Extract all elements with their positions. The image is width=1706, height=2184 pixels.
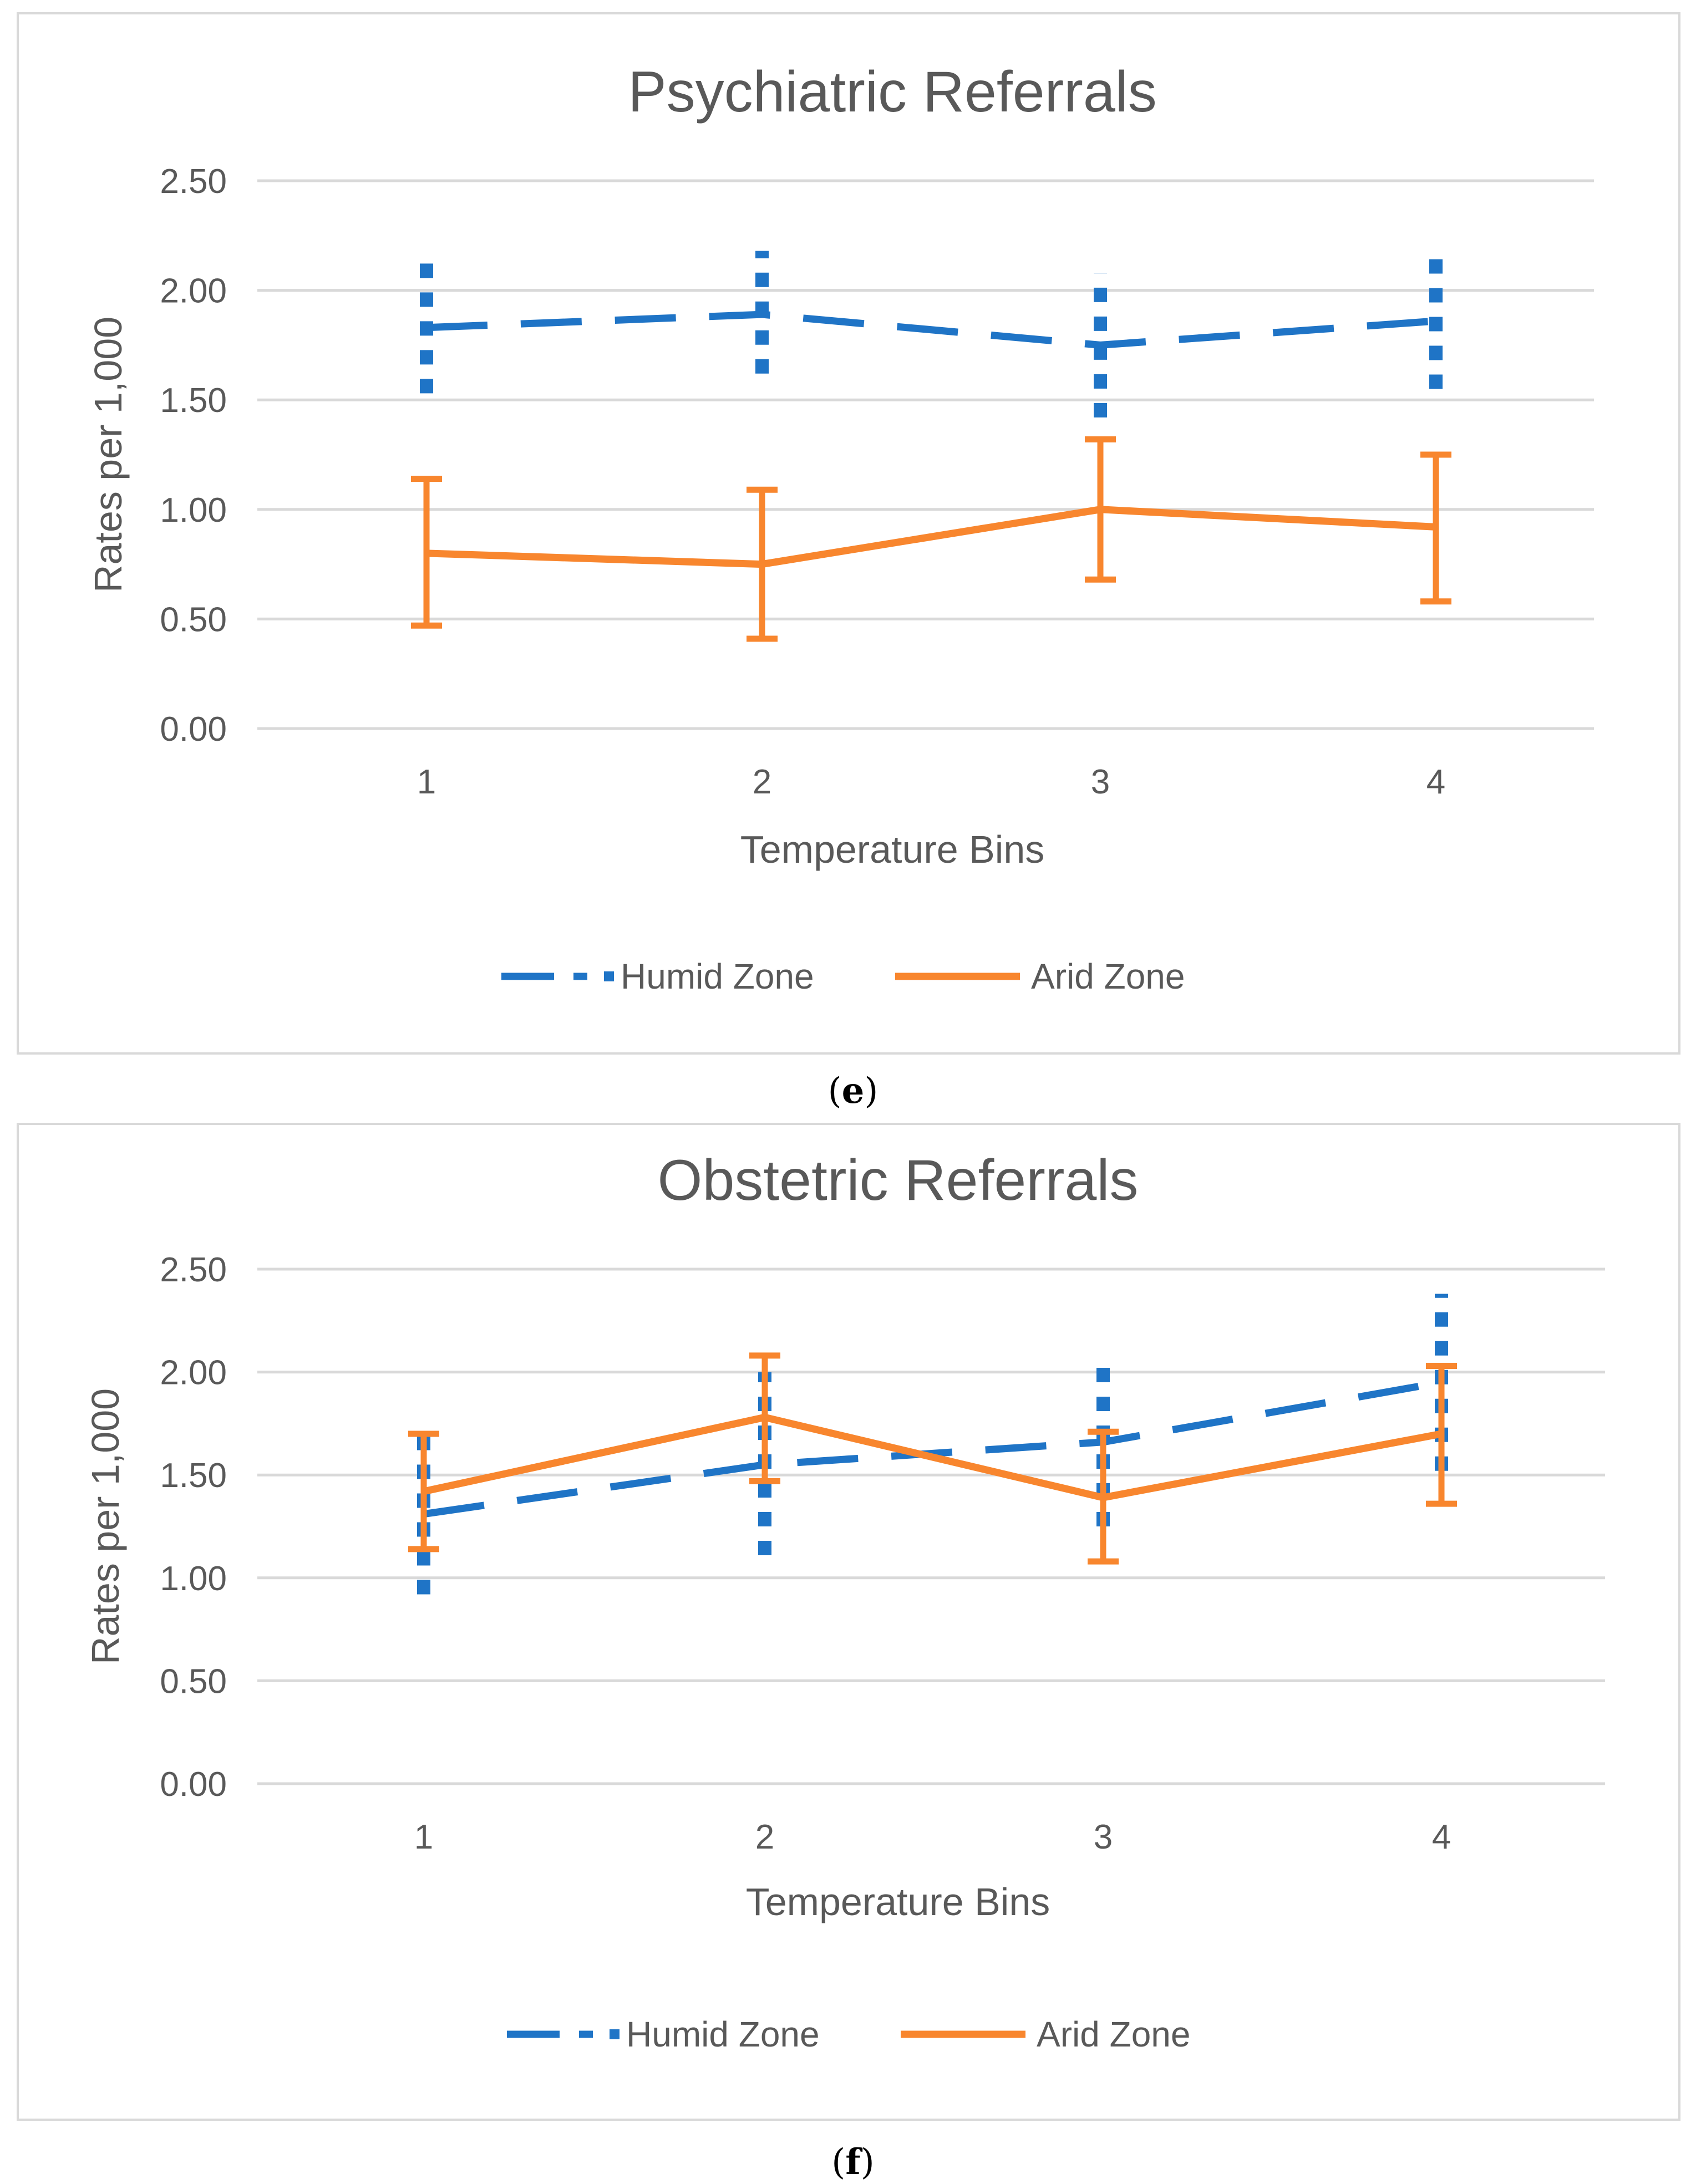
chart-title: Obstetric Referrals [658, 1148, 1139, 1213]
y-tick-label: 0.00 [160, 1765, 227, 1804]
panel-label-e: e [841, 1070, 865, 1112]
chart-title: Psychiatric Referrals [628, 60, 1157, 124]
y-tick-label: 1.00 [160, 491, 227, 530]
legend-arid-label: Arid Zone [1037, 2014, 1190, 2054]
y-tick-label: 2.50 [160, 162, 227, 201]
humid-zone-data-point [425, 326, 428, 329]
y-axis-label: Rates per 1,000 [84, 1388, 127, 1664]
y-tick-label: 0.50 [160, 1662, 227, 1701]
x-tick-label: 1 [417, 763, 436, 801]
arid-zone-data-point [761, 563, 763, 566]
humid-zone-data-point [761, 313, 763, 316]
arid-zone-data-point [1099, 508, 1101, 511]
x-tick-label: 4 [1432, 1818, 1451, 1856]
chart-svg-f: Obstetric Referrals 0.00 0.50 1.00 1.50 2.00 2… [84, 1148, 1605, 2054]
arid-zone-data-point [764, 1416, 766, 1419]
arid-zone-data-point [1102, 1496, 1104, 1499]
humid-zone-data-point [1099, 344, 1101, 347]
humid-zone-data-point [1435, 319, 1437, 322]
y-axis-label: Rates per 1,000 [87, 317, 130, 593]
panel-caption-f: (f) [831, 2141, 875, 2183]
x-tick-label: 1 [414, 1818, 433, 1856]
x-tick-label: 3 [1091, 763, 1110, 801]
humid-zone-line [426, 310, 1436, 349]
legend-humid-swatch-dot [604, 971, 614, 981]
panel-label-f: f [845, 2141, 861, 2183]
x-axis-label: Temperature Bins [740, 828, 1045, 871]
chart-panel-f: Obstetric Referrals 0.00 0.50 1.00 1.50 2.00 2… [17, 1123, 1680, 2121]
x-tick-label: 4 [1426, 763, 1445, 801]
chart-panel-e: Psychiatric Referrals 0.00 0.50 1.00 1.50 2.0… [17, 12, 1680, 1055]
y-tick-label: 1.00 [160, 1560, 227, 1598]
y-tick-label: 2.50 [160, 1251, 227, 1289]
legend-humid-label: Humid Zone [626, 2014, 820, 2054]
arid-zone-data-point [423, 1490, 425, 1493]
arid-zone-data-point [425, 552, 428, 554]
humid-zone-line [423, 1378, 1443, 1518]
y-tick-label: 1.50 [160, 1457, 227, 1495]
legend-arid-label: Arid Zone [1031, 956, 1185, 996]
x-axis-label: Temperature Bins [746, 1880, 1050, 1923]
arid-zone-data-point [1435, 526, 1437, 528]
y-tick-label: 1.50 [160, 381, 227, 420]
legend-humid-swatch-dot [610, 2029, 620, 2039]
legend-humid-label: Humid Zone [621, 956, 814, 996]
x-tick-label: 2 [753, 763, 771, 801]
arid-zone-line [426, 506, 1436, 568]
y-tick-label: 0.00 [160, 710, 227, 749]
panel-caption-e: (e) [827, 1070, 879, 1112]
y-tick-label: 2.00 [160, 1354, 227, 1392]
chart-svg-e: Psychiatric Referrals 0.00 0.50 1.00 1.50 2.0… [87, 60, 1594, 996]
x-tick-label: 3 [1094, 1818, 1113, 1856]
y-tick-label: 2.00 [160, 272, 227, 310]
arid-zone-line [423, 1413, 1443, 1501]
arid-zone-data-point [1440, 1432, 1443, 1435]
y-tick-label: 0.50 [160, 600, 227, 639]
x-tick-label: 2 [755, 1818, 774, 1856]
